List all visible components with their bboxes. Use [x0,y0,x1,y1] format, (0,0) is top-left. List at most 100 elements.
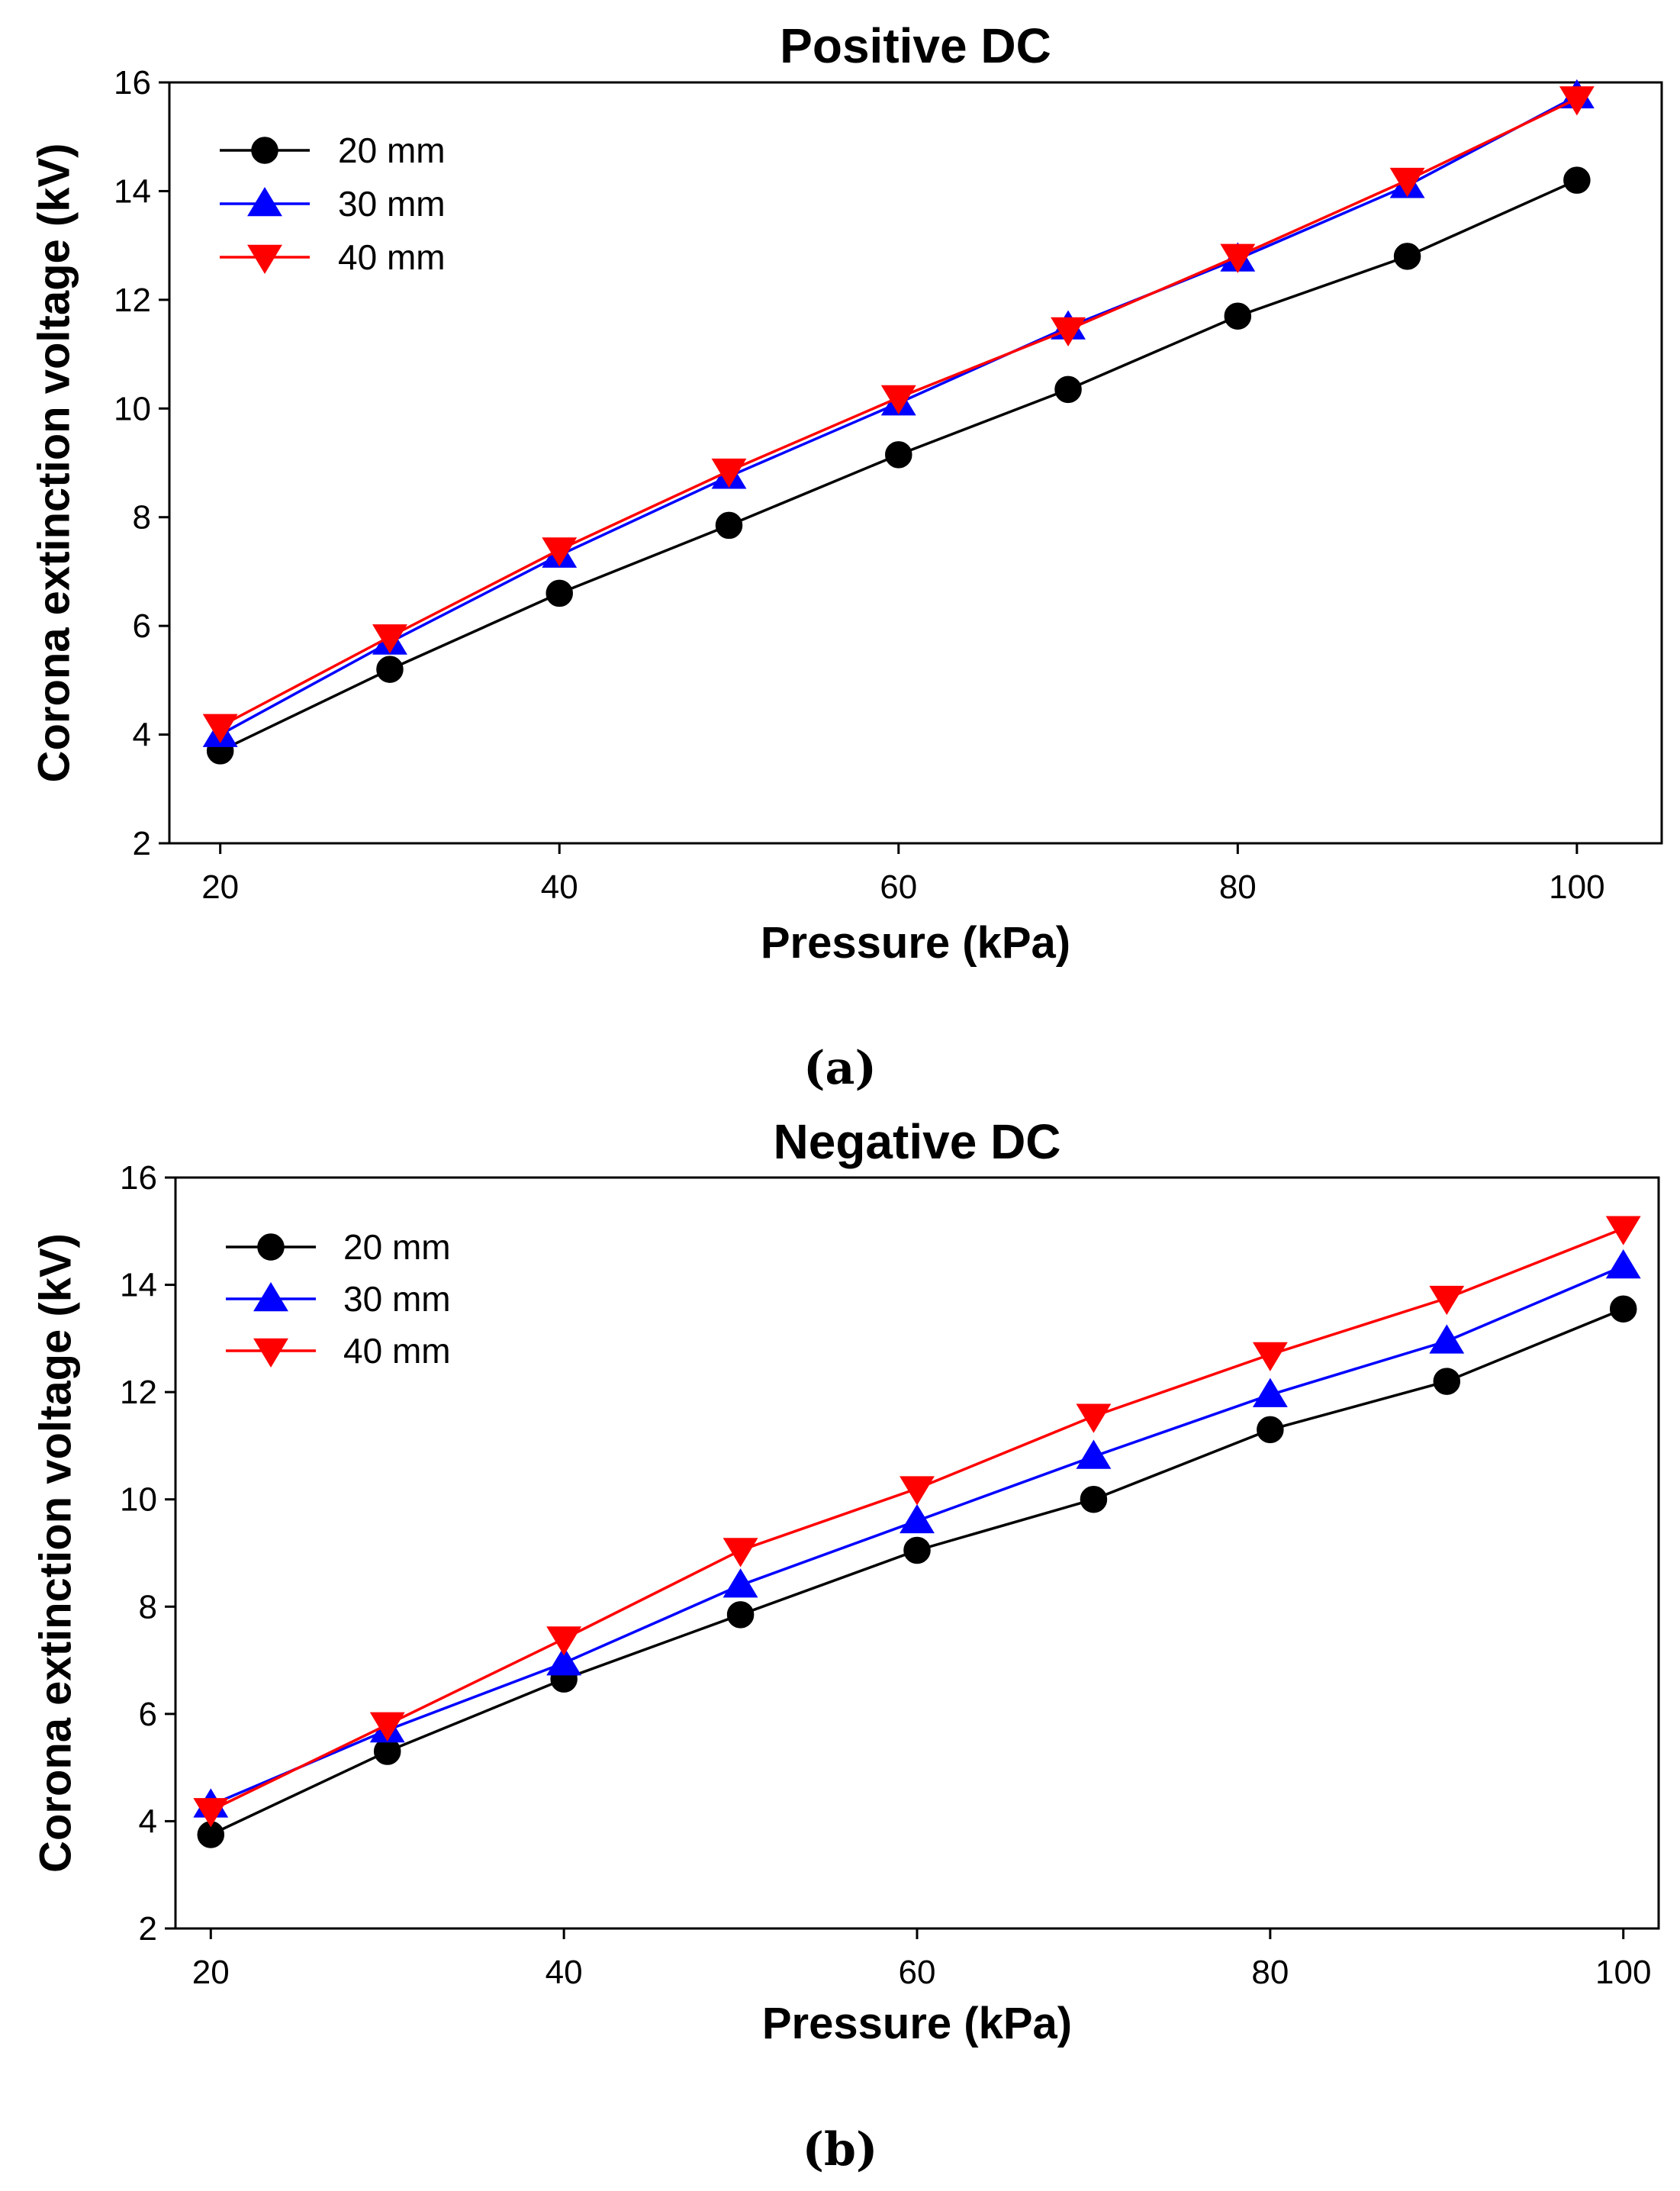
y-tick-label: 8 [139,1588,157,1626]
data-point [1054,375,1082,404]
x-tick-label: 20 [192,1954,230,1991]
x-tick-label: 100 [1549,868,1604,906]
chart-b: Negative DC 2 4 6 8 10 12 14 16 20 40 60 80 100 Pressu… [31,1114,1660,2177]
data-point [1076,1439,1112,1469]
legend-label: 30 mm [338,184,446,224]
data-point [715,511,743,540]
x-tick-label: 100 [1595,1954,1651,1991]
data-point [1389,167,1425,198]
legend-entry: 30 mm [220,184,446,224]
legend-label: 40 mm [338,237,446,277]
data-point [546,579,573,607]
data-point [546,1626,582,1656]
y-tick-label: 4 [139,1803,157,1840]
legend-label: 20 mm [338,130,446,170]
data-point [723,1538,758,1568]
data-point [1080,1485,1108,1513]
chart-title: Negative DC [774,1114,1061,1169]
legend-entry: 40 mm [220,237,446,277]
x-tick-label: 40 [541,868,578,906]
legend-entry: 20 mm [220,130,446,170]
legend-label: 30 mm [343,1279,451,1319]
legend-marker [247,187,282,217]
y-axis-label: Corona extinction voltage (kV) [31,1233,80,1873]
data-point [193,1798,229,1828]
data-point [1605,1216,1641,1245]
legend-label: 40 mm [343,1331,451,1371]
y-axis-label: Corona extinction voltage (kV) [29,143,79,783]
plot-frame [168,81,1663,845]
x-axis-label: Pressure (kPa) [761,918,1070,968]
y-tick-label: 14 [114,172,151,210]
data-point [1605,1249,1641,1279]
x-axis-label: Pressure (kPa) [762,1999,1072,2048]
legend-marker [251,137,278,164]
y-tick-label: 10 [114,390,151,427]
data-point [372,624,407,654]
legend-marker [247,244,282,274]
y-tick-label: 14 [120,1267,157,1304]
data-point [1563,166,1591,194]
legend-entry: 30 mm [226,1279,451,1319]
legend-marker [253,1282,288,1312]
panel-label: (b) [803,2123,878,2177]
data-point [903,1536,931,1564]
data-point [726,1601,755,1629]
x-tick-label: 80 [1251,1954,1289,1991]
data-point [1076,1403,1112,1433]
data-point [1609,1295,1637,1323]
x-tick-label: 20 [201,868,239,906]
panel-label: (a) [803,1042,877,1095]
data-point [1257,1416,1284,1444]
x-tick-label: 60 [899,1954,936,1991]
y-tick-label: 12 [120,1374,157,1411]
x-tick-label: 60 [880,868,917,906]
data-point [1429,1285,1465,1316]
legend-entry: 40 mm [226,1331,451,1371]
series-20-mm [206,166,1591,765]
y-tick-label: 2 [133,825,151,862]
data-point [202,714,238,743]
legend-marker [253,1338,288,1368]
data-point [900,1503,935,1534]
data-point [1051,317,1086,346]
y-tick-label: 12 [114,282,151,319]
data-point [546,1646,582,1676]
x-tick-label: 80 [1219,868,1257,906]
chart-a: Positive DC 2 4 6 8 10 12 14 16 20 40 60 80 100 Pressu… [29,18,1663,1095]
series-20-mm [197,1295,1637,1848]
data-point [1220,243,1256,273]
y-tick-label: 10 [120,1481,157,1519]
y-tick-label: 4 [133,717,151,754]
data-point [711,458,747,488]
data-point [1429,1324,1465,1354]
data-point [723,1568,758,1598]
data-point [1252,1377,1288,1407]
y-tick-label: 16 [114,64,151,101]
legend-entry: 20 mm [226,1227,451,1267]
data-point [376,656,404,683]
y-tick-label: 16 [120,1159,157,1197]
y-tick-label: 8 [133,499,151,536]
data-point [885,441,912,469]
data-point [1559,86,1595,116]
chart-title: Positive DC [780,18,1051,73]
legend-marker [257,1233,285,1261]
data-point [1252,1342,1288,1371]
series-line [210,1307,1624,1836]
data-point [1224,302,1252,330]
legend-label: 20 mm [343,1227,451,1267]
legend: 20 mm 30 mm 40 mm [220,130,446,277]
data-point [1433,1368,1461,1395]
data-point [880,385,916,415]
y-tick-label: 6 [133,607,151,645]
y-tick-label: 6 [139,1696,157,1733]
data-point [369,1712,405,1742]
series-40-mm [202,86,1595,743]
data-point [542,537,578,567]
data-point [1393,243,1421,270]
data-point [900,1476,935,1506]
legend: 20 mm 30 mm 40 mm [226,1227,451,1371]
y-tick-label: 2 [139,1910,157,1948]
